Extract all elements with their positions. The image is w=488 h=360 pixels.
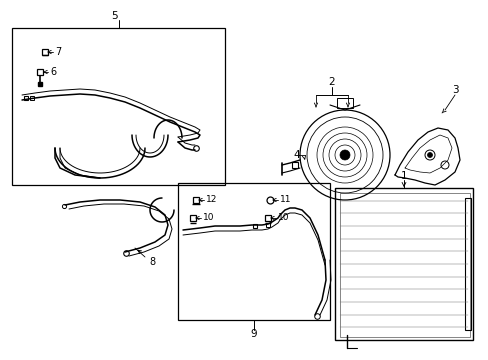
Bar (336, 98, 352, 108)
Circle shape (427, 153, 431, 158)
Circle shape (339, 150, 349, 160)
Text: 6: 6 (50, 67, 56, 77)
Text: 3: 3 (451, 85, 457, 95)
Text: 1: 1 (400, 171, 407, 181)
Text: 2: 2 (328, 77, 335, 87)
Text: 10: 10 (278, 213, 289, 222)
Bar (178, 183, 329, 320)
Bar (12, 28, 224, 185)
Text: 8: 8 (149, 257, 155, 267)
Text: 12: 12 (205, 195, 217, 204)
Text: 11: 11 (280, 195, 291, 204)
Bar (464, 198, 470, 330)
Text: 5: 5 (111, 11, 118, 21)
Bar (339, 193, 469, 337)
Text: 9: 9 (250, 329, 257, 339)
Text: 10: 10 (203, 213, 214, 222)
Text: 7: 7 (55, 47, 61, 57)
Text: 4: 4 (292, 150, 299, 160)
Bar (334, 188, 472, 340)
